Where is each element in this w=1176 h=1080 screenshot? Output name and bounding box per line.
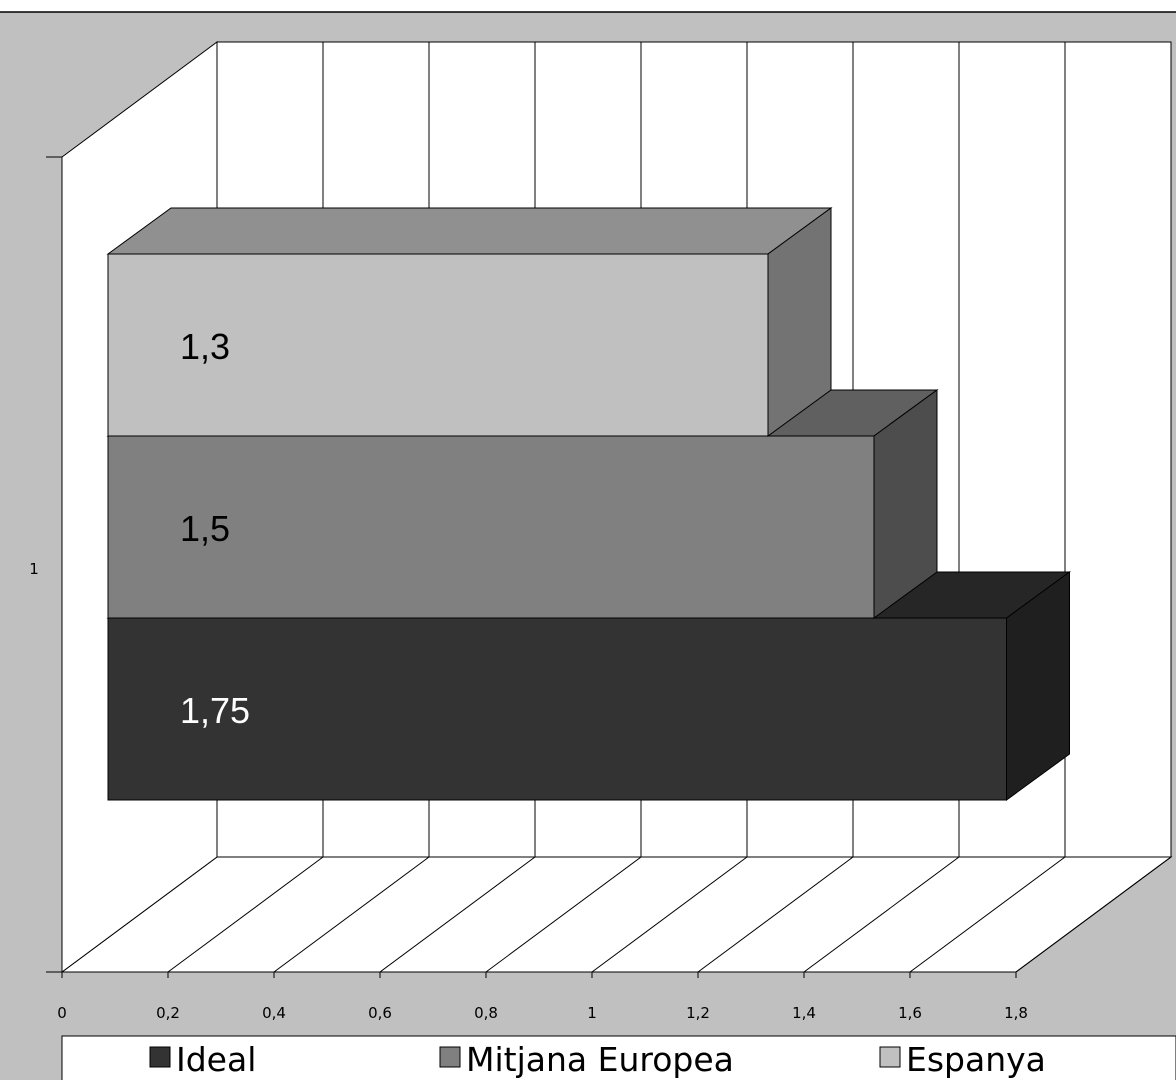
gridline-floor bbox=[273, 856, 430, 973]
gridline-floor bbox=[485, 856, 642, 973]
bar-front-face bbox=[107, 435, 875, 619]
floor bbox=[60, 856, 1173, 973]
x-tick-label: 0,2 bbox=[156, 1004, 180, 1022]
bar-front-face bbox=[107, 253, 769, 437]
gridline-floor bbox=[909, 856, 1066, 973]
x-tick-label: 1,6 bbox=[898, 1004, 922, 1022]
gridline-floor bbox=[167, 856, 324, 973]
x-tick-label: 1 bbox=[587, 1004, 597, 1022]
legend: Ideal Mitjana Europea Espanya bbox=[61, 1035, 1176, 1080]
bar-front-face bbox=[107, 617, 1007, 801]
x-tick-label: 1,8 bbox=[1004, 1004, 1028, 1022]
legend-label: Mitjana Europea bbox=[466, 1040, 734, 1079]
x-axis: 0 0,2 0,4 0,6 0,8 1 1,2 1,4 1,6 1,8 bbox=[57, 972, 1028, 1022]
x-tick-label: 0,8 bbox=[474, 1004, 498, 1022]
data-label: 1,3 bbox=[180, 326, 230, 367]
gridline-floor bbox=[591, 856, 748, 973]
x-tick-label: 0 bbox=[57, 1004, 67, 1022]
x-tick-label: 1,4 bbox=[792, 1004, 816, 1022]
bar-top-face bbox=[106, 207, 833, 255]
y-axis: 1 bbox=[29, 156, 62, 973]
legend-swatch bbox=[879, 1046, 901, 1068]
bar: 1,3 bbox=[106, 207, 833, 437]
gridline-floor bbox=[697, 856, 854, 973]
legend-swatch bbox=[149, 1046, 171, 1068]
legend-box bbox=[61, 1035, 1176, 1080]
gridline-floor bbox=[803, 856, 960, 973]
x-tick-label: 0,4 bbox=[262, 1004, 286, 1022]
data-label: 1,5 bbox=[180, 508, 230, 549]
legend-label: Espanya bbox=[906, 1040, 1046, 1079]
y-tick-label: 1 bbox=[29, 560, 39, 578]
gridline-floor bbox=[1015, 856, 1172, 973]
legend-label: Ideal bbox=[176, 1040, 256, 1079]
data-label: 1,75 bbox=[180, 690, 250, 731]
x-tick-label: 0,6 bbox=[368, 1004, 392, 1022]
legend-swatch bbox=[439, 1046, 461, 1068]
bars: 1,75 1,5 1,3 bbox=[106, 207, 1072, 801]
x-tick-label: 1,2 bbox=[686, 1004, 710, 1022]
gridline-floor bbox=[379, 856, 536, 973]
